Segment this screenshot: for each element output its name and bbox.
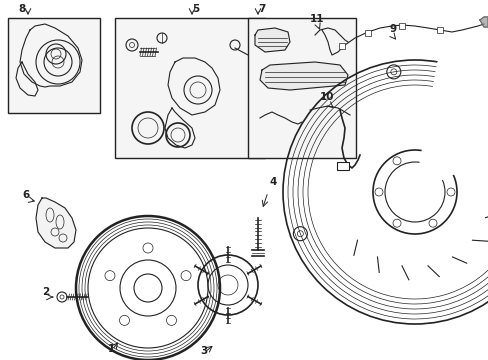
Bar [115,18,264,158]
Polygon shape [254,28,289,52]
Bar [398,23,404,29]
Bar [336,162,348,170]
Text: 6: 6 [22,190,29,200]
Text: 5: 5 [192,4,199,14]
Polygon shape [36,198,76,248]
Text: 10: 10 [319,92,334,102]
Text: 1: 1 [108,344,115,354]
Text: 11: 11 [309,14,324,24]
Polygon shape [260,62,347,90]
Polygon shape [479,17,487,27]
Text: 8: 8 [18,4,25,14]
Text: 7: 7 [258,4,265,14]
Text: 3: 3 [200,346,207,356]
Bar [247,18,355,158]
Bar [436,27,442,33]
Bar [8,18,100,113]
Text: 9: 9 [389,24,396,34]
Text: 2: 2 [42,287,49,297]
Polygon shape [414,62,488,192]
Bar [338,43,345,49]
Text: 4: 4 [269,177,277,187]
Bar [364,30,370,36]
